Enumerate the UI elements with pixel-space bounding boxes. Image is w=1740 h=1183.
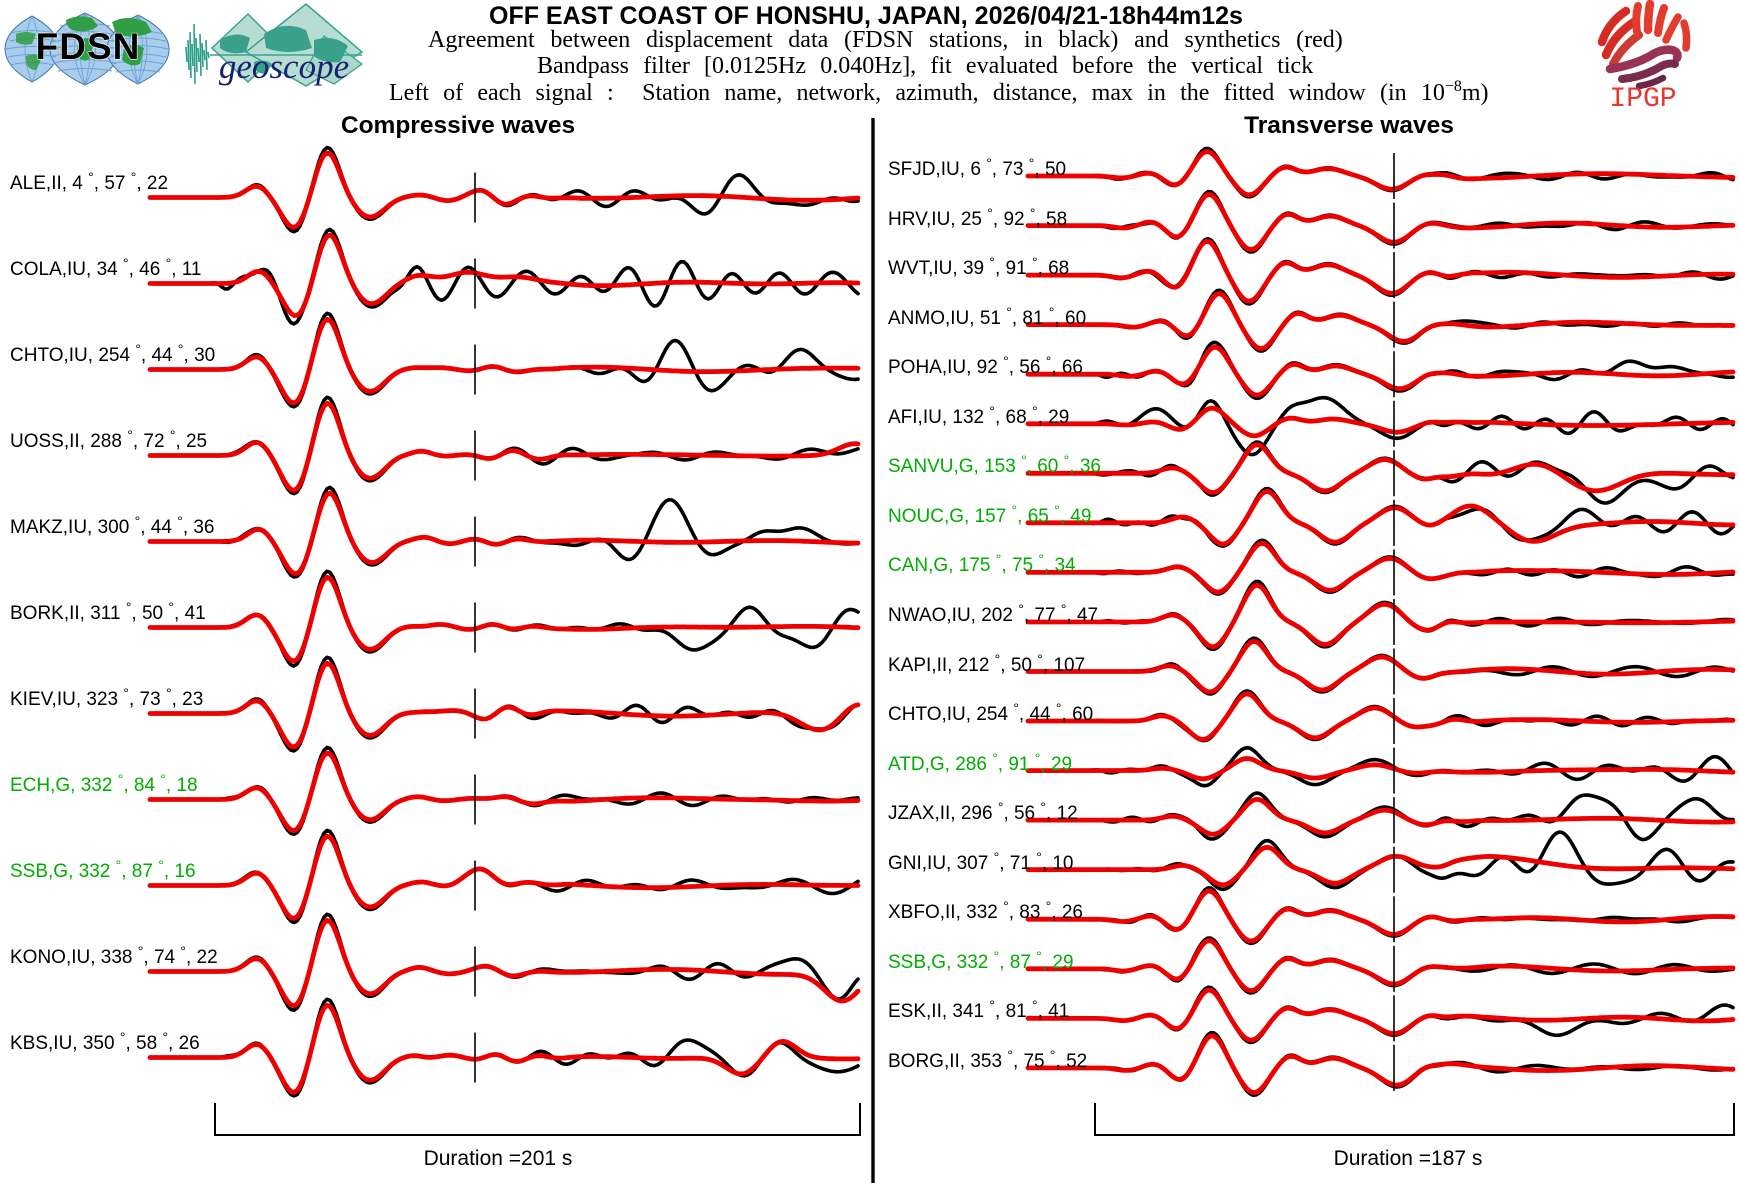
svg-text:FDSN: FDSN — [36, 26, 141, 67]
svg-text:geoscope: geoscope — [219, 47, 349, 86]
svg-text:IPGP: IPGP — [1609, 84, 1676, 115]
